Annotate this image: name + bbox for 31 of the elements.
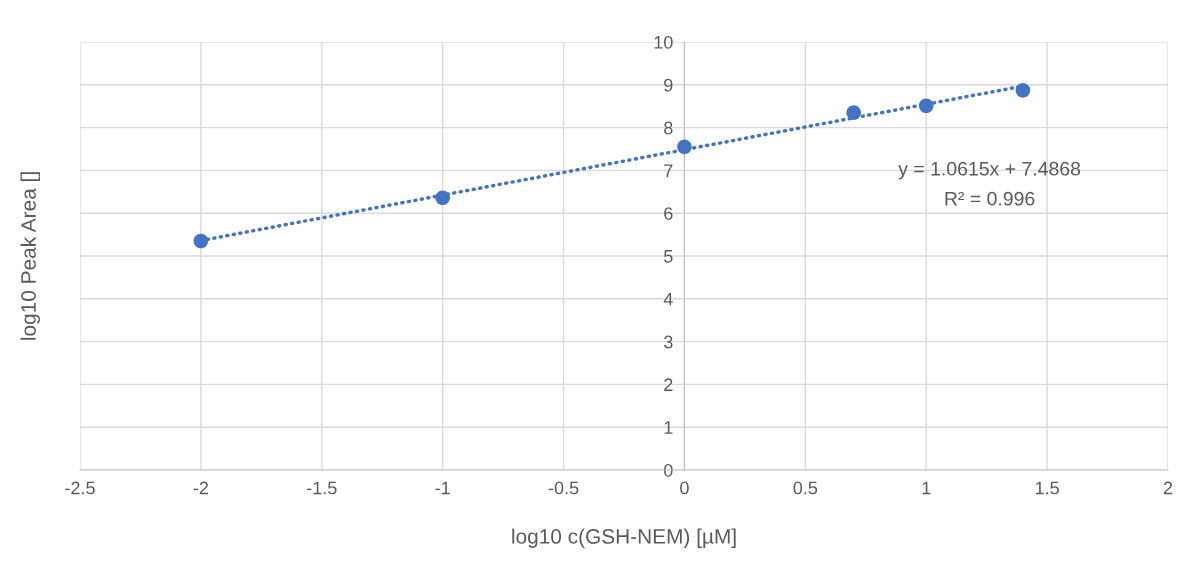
x-tick-label: 0 <box>680 481 689 495</box>
x-axis-title: log10 c(GSH-NEM) [µM] <box>512 528 736 548</box>
x-tick-label: -1 <box>435 481 450 495</box>
x-tick-label: 1.5 <box>1035 481 1059 495</box>
y-tick-label: 5 <box>664 250 673 263</box>
x-tick-label: -1.5 <box>307 481 337 495</box>
y-tick-label: 6 <box>664 207 673 220</box>
x-tick-label: 0.5 <box>793 481 818 495</box>
y-tick-label: 3 <box>663 335 673 349</box>
y-tick-label: 1 <box>664 421 673 434</box>
x-tick-label: -2 <box>193 481 209 495</box>
y-tick-label: 2 <box>664 378 673 391</box>
y-axis-title: log10 Peak Area [] <box>20 172 40 340</box>
x-tick-label: -0.5 <box>548 481 579 495</box>
y-tick-label: 7 <box>664 164 673 177</box>
point <box>677 139 692 155</box>
y-tick-label: 9 <box>664 78 673 92</box>
annotation: R² = 0.996 <box>945 191 1035 206</box>
y-tick-label: 4 <box>663 292 673 306</box>
point <box>846 105 861 120</box>
x-tick-label: 2 <box>1163 481 1173 495</box>
x-tick-label: 1 <box>922 481 931 495</box>
y-tick-label: 0 <box>664 463 673 477</box>
annotation: y = 1.0615x + 7.4868 <box>898 161 1081 180</box>
point <box>1015 83 1031 98</box>
point <box>193 233 209 249</box>
point <box>918 98 934 114</box>
point <box>435 190 450 206</box>
y-tick-label: 10 <box>654 35 673 49</box>
y-tick-label: 8 <box>664 121 673 135</box>
x-tick-label: -2.5 <box>65 481 95 495</box>
